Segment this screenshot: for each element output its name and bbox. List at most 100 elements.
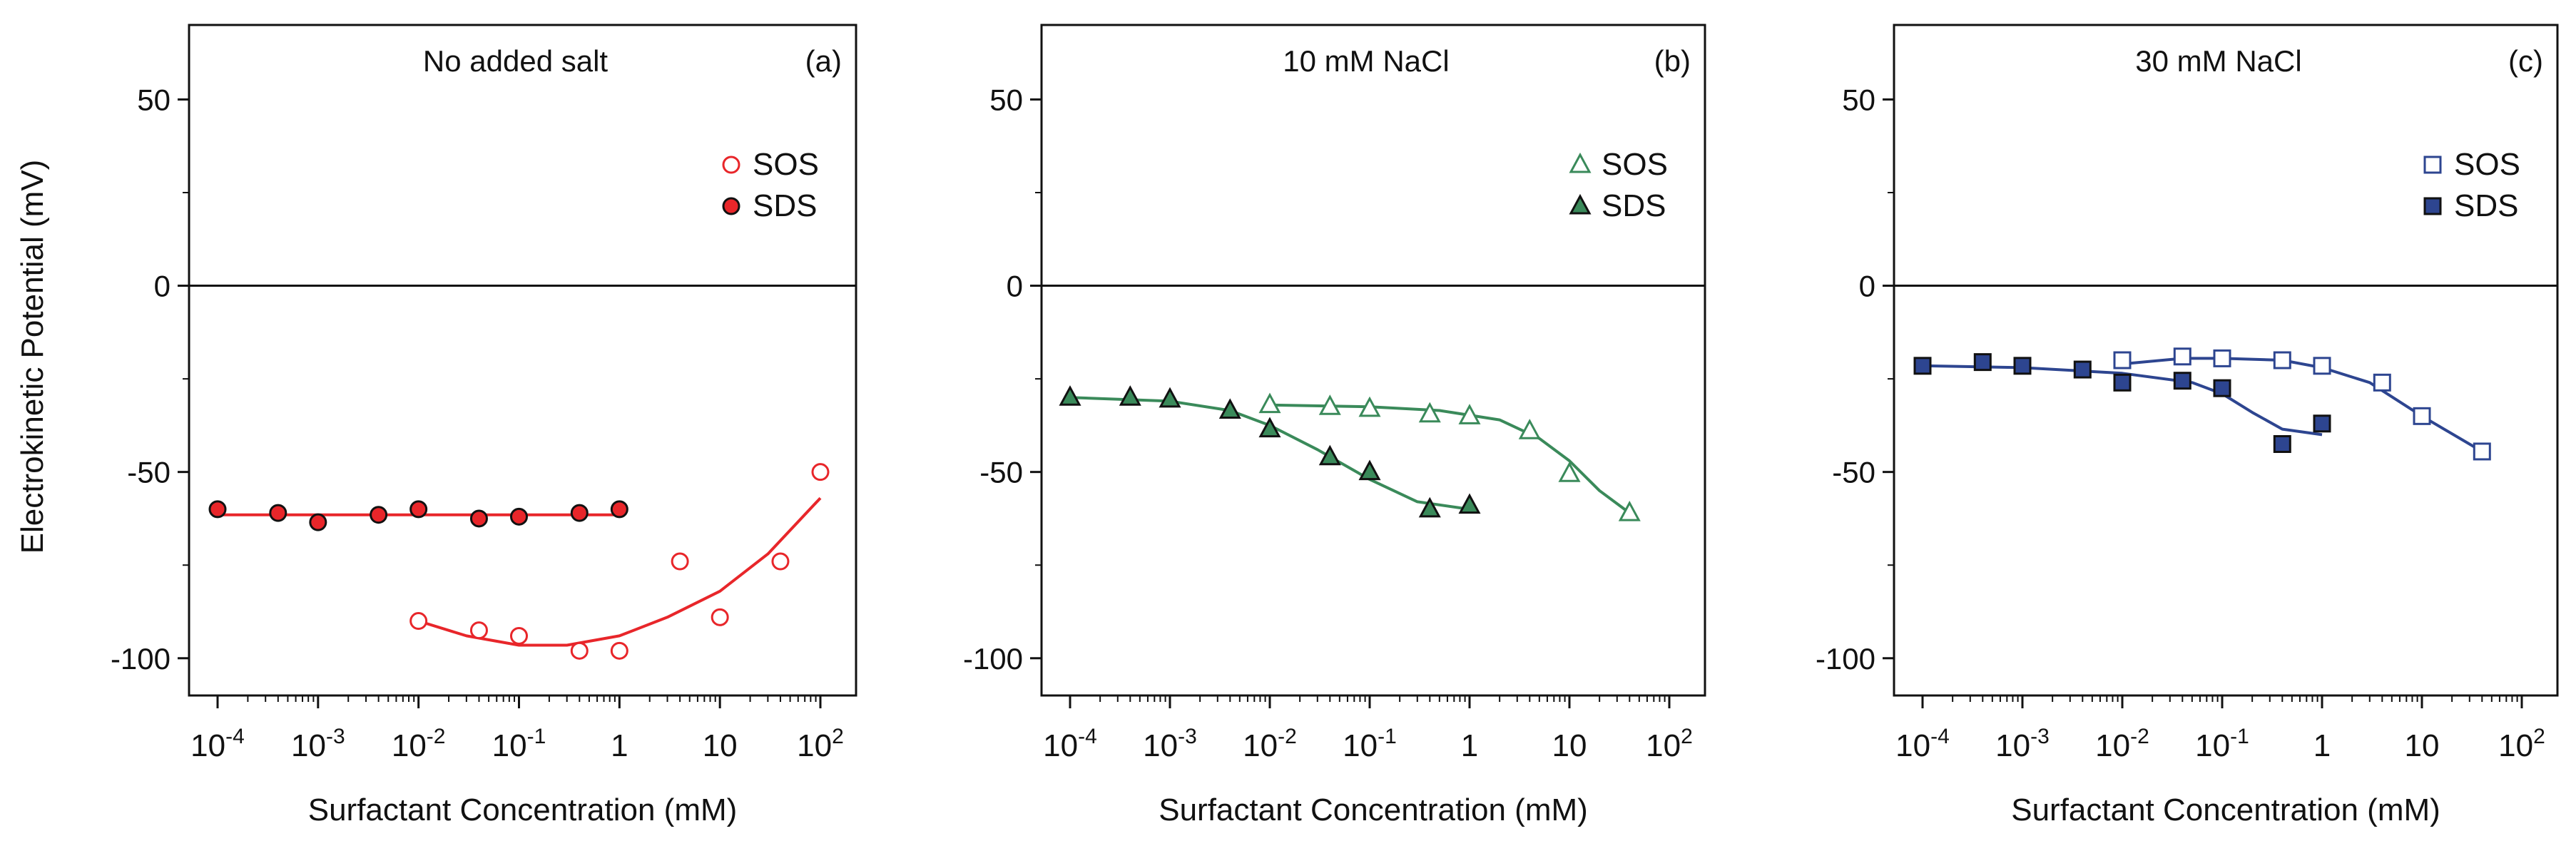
y-tick-label: -50 — [1832, 456, 1875, 489]
sos-point — [2313, 357, 2331, 375]
sos-point — [2273, 351, 2291, 369]
sos-point — [2173, 347, 2191, 366]
sos-point — [610, 641, 628, 660]
x-tick-label: 10-1 — [1343, 725, 1397, 763]
x-tick-label: 10-3 — [1143, 725, 1197, 763]
panel-a: 50 0 -50 -100 10-4 10-3 10-2 10-1 1 10 102 Surfacta… — [111, 24, 857, 827]
sds-point — [409, 500, 428, 519]
panel-c: 50 0 -50 -100 10-4 10-3 10-2 10-1 1 10 102 Surfacta… — [1816, 24, 2559, 827]
panel-title: No added salt — [423, 44, 609, 78]
x-tick-label: 10-4 — [190, 725, 245, 763]
panel-b: 50 0 -50 -100 10-4 10-3 10-2 10-1 1 10 102 Surfacta… — [963, 24, 1706, 827]
sos-point — [2473, 442, 2491, 461]
x-tick-label: 10-1 — [2195, 725, 2249, 763]
sds-point — [2073, 360, 2092, 379]
sds-point — [2013, 357, 2032, 375]
sos-point — [469, 621, 488, 640]
sos-point — [671, 552, 689, 571]
plot-frame — [188, 24, 857, 697]
sos-point — [711, 608, 729, 626]
x-tick-label: 1 — [611, 728, 628, 763]
sds-point — [1318, 444, 1341, 466]
sds-point — [1059, 385, 1081, 406]
x-tick-label: 102 — [1646, 725, 1693, 763]
sos-point — [1418, 402, 1441, 423]
x-axis-label: Surfactant Concentration (mM) — [1159, 792, 1588, 827]
x-axis-label: Surfactant Concentration (mM) — [2011, 792, 2440, 827]
x-tick-label: 10-2 — [392, 725, 446, 763]
sds-point — [1159, 387, 1181, 408]
sds-point — [1973, 353, 1992, 372]
x-tick-label: 10-1 — [492, 725, 546, 763]
x-tick-label: 10-2 — [1243, 725, 1297, 763]
sds-point — [309, 513, 327, 531]
sos-point — [1258, 392, 1281, 414]
y-tick-label: 50 — [137, 83, 170, 116]
legend-marker-sds — [722, 197, 740, 215]
y-tick-label: -100 — [111, 642, 170, 676]
x-tick-label: 10-4 — [1895, 725, 1950, 763]
sds-point — [269, 504, 287, 522]
sds-point — [1358, 459, 1381, 481]
sds-point — [2113, 373, 2132, 392]
legend-label-sds: SDS — [2454, 188, 2518, 223]
x-tick-label: 10-2 — [2095, 725, 2149, 763]
sos-point — [1618, 500, 1641, 521]
sds-point — [1119, 385, 1141, 406]
y-tick-label: 0 — [154, 270, 170, 303]
sos-point — [2373, 373, 2391, 392]
x-axis-label: Surfactant Concentration (mM) — [308, 792, 738, 827]
y-tick-label: -100 — [963, 642, 1023, 676]
y-tick-label: -50 — [127, 456, 170, 489]
sos-point — [409, 612, 428, 631]
sos-point — [570, 641, 589, 660]
sds-point — [570, 504, 589, 522]
legend-label-sos: SOS — [753, 147, 819, 182]
y-tick-label: 0 — [1007, 270, 1023, 303]
legend-marker-sds — [1569, 193, 1592, 215]
sos-point — [2213, 349, 2231, 367]
sos-point — [771, 552, 790, 571]
panel-label: (a) — [805, 44, 842, 78]
sds-point — [1218, 398, 1241, 419]
sos-fit-line — [1269, 403, 1631, 514]
sds-point — [1458, 493, 1481, 514]
legend-marker-sos — [1569, 152, 1592, 173]
y-axis-label: Electrokinetic Potential (mV) — [15, 160, 50, 554]
panel-title: 10 mM NaCl — [1283, 44, 1449, 78]
sds-point — [2273, 435, 2291, 453]
sds-point — [1258, 417, 1281, 438]
sos-point — [1558, 462, 1581, 482]
y-tick-label: 0 — [1859, 270, 1875, 303]
sos-point — [811, 463, 830, 481]
sds-point — [610, 500, 628, 519]
panel-title: 30 mM NaCl — [2135, 44, 2301, 78]
plot-frame — [1893, 24, 2559, 697]
sds-point — [2313, 414, 2331, 433]
sds-point — [208, 500, 227, 519]
legend-marker-sos — [722, 156, 740, 174]
x-tick-label: 1 — [2313, 728, 2331, 763]
legend-label-sds: SDS — [1602, 188, 1666, 223]
sds-point — [469, 509, 488, 528]
x-tick-label: 10 — [1552, 728, 1587, 763]
legend-label-sos: SOS — [1602, 147, 1668, 182]
y-tick-label: -50 — [979, 456, 1023, 489]
y-tick-label: 50 — [989, 83, 1023, 116]
sos-point — [1458, 404, 1481, 424]
legend-marker-sos — [2423, 156, 2442, 174]
sds-point — [510, 507, 528, 526]
x-tick-label: 10-3 — [291, 725, 345, 763]
x-tick-label: 1 — [1461, 728, 1478, 763]
y-tick-label: -100 — [1816, 642, 1875, 676]
sos-point — [1358, 396, 1381, 417]
sds-point — [2213, 379, 2231, 397]
sds-point — [1913, 357, 1932, 375]
sos-point — [2113, 351, 2132, 369]
sos-point — [510, 626, 528, 645]
sos-point — [1318, 394, 1341, 415]
sos-fit-line — [418, 496, 822, 647]
sds-fit-line — [1069, 396, 1470, 511]
x-tick-label: 10-3 — [1995, 725, 2050, 763]
